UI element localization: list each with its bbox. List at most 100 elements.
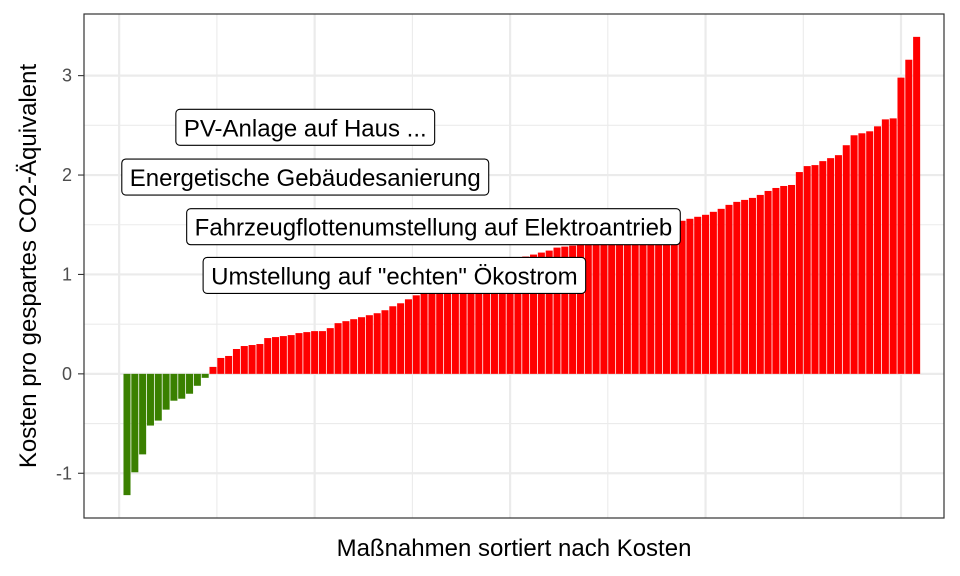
bar — [897, 77, 905, 374]
bar — [420, 292, 428, 374]
bar — [733, 201, 741, 374]
bar — [709, 211, 717, 374]
bar — [584, 243, 592, 374]
annotation-label: Fahrzeugflottenumstellung auf Elektroant… — [186, 208, 681, 246]
bar — [451, 278, 459, 374]
bar — [631, 232, 639, 374]
bar — [295, 333, 303, 374]
bar — [248, 345, 256, 374]
bar — [256, 344, 264, 374]
y-tick-label: 3 — [62, 66, 72, 86]
y-tick-label: -1 — [56, 463, 72, 483]
bar — [600, 240, 608, 374]
bar — [881, 119, 889, 374]
bar — [365, 315, 373, 374]
annotation-text: Umstellung auf "echten" Ökostrom — [211, 263, 578, 290]
bar — [287, 335, 295, 374]
bar — [553, 247, 561, 374]
bar — [678, 220, 686, 374]
bar — [170, 373, 178, 401]
bars — [123, 36, 921, 496]
bar — [334, 323, 342, 374]
bar — [381, 310, 389, 374]
bar — [819, 161, 827, 374]
bar — [639, 230, 647, 374]
y-axis-title: Kosten pro gespartes CO2-Äquivalent — [15, 64, 42, 469]
bar — [608, 238, 616, 374]
bar — [498, 262, 506, 374]
bar — [428, 288, 436, 374]
y-tick-label: 1 — [62, 264, 72, 284]
bar — [389, 306, 397, 374]
bar — [756, 194, 764, 374]
bar — [647, 228, 655, 374]
bar — [318, 331, 326, 374]
bar — [702, 214, 710, 374]
bar — [490, 264, 498, 374]
bar — [905, 59, 913, 374]
annotation-box — [202, 256, 587, 294]
annotation-box — [175, 108, 436, 146]
bar — [436, 286, 444, 374]
bar — [827, 158, 835, 374]
bar — [326, 328, 334, 374]
bar — [272, 337, 280, 374]
bar — [154, 373, 162, 421]
annotation-box — [186, 208, 681, 246]
bar — [545, 250, 553, 374]
bar — [780, 185, 788, 374]
bar — [725, 204, 733, 374]
bar — [569, 245, 577, 374]
bar — [662, 224, 670, 374]
bar — [694, 216, 702, 374]
bar — [303, 332, 311, 374]
bar — [264, 338, 272, 374]
x-axis-title: Maßnahmen sortiert nach Kosten — [337, 535, 692, 562]
bar — [475, 270, 483, 374]
bar — [913, 36, 921, 374]
bar — [232, 349, 240, 374]
bar — [686, 218, 694, 374]
bar — [561, 246, 569, 374]
annotation-text: Energetische Gebäudesanierung — [130, 165, 481, 192]
bar — [459, 276, 467, 374]
panel-border — [83, 13, 945, 519]
bar — [788, 184, 796, 374]
bar — [741, 199, 749, 374]
bar — [350, 319, 358, 374]
bar — [842, 145, 850, 374]
bar — [616, 236, 624, 374]
bar — [530, 254, 538, 374]
bar — [834, 155, 842, 374]
annotation-label: Umstellung auf "echten" Ökostrom — [202, 256, 587, 294]
bar — [412, 295, 420, 374]
bar — [404, 299, 412, 374]
bar — [162, 373, 170, 410]
bar — [131, 373, 139, 473]
annotation-text: PV-Anlage auf Haus ... — [184, 115, 427, 142]
y-tick-label: 0 — [62, 364, 72, 384]
bar — [201, 373, 209, 378]
annotation-text: Fahrzeugflottenumstellung auf Elektroant… — [195, 215, 673, 242]
bar — [522, 256, 530, 374]
bar — [850, 135, 858, 374]
bar — [193, 373, 201, 386]
bar — [592, 242, 600, 374]
bar — [803, 166, 811, 374]
bar — [373, 313, 381, 374]
bar — [866, 131, 874, 374]
bar — [467, 273, 475, 374]
bar — [858, 133, 866, 374]
bar — [397, 303, 405, 374]
bar — [311, 331, 319, 374]
bar — [811, 165, 819, 374]
y-tick-label: 2 — [62, 165, 72, 185]
bar — [670, 222, 678, 374]
bar — [506, 260, 514, 374]
annotation-label: PV-Anlage auf Haus ... — [175, 108, 436, 146]
bar — [279, 336, 287, 374]
bar — [123, 373, 131, 496]
bar — [342, 321, 350, 374]
bar — [178, 373, 186, 399]
